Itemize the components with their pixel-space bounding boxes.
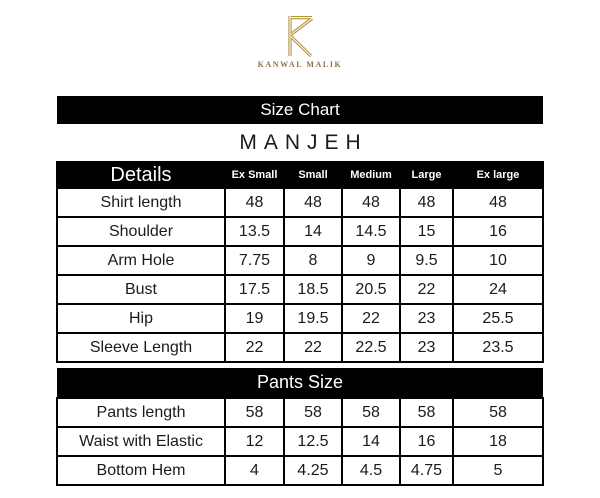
details-column-header: Details — [56, 161, 226, 189]
size-value-cell: 22 — [399, 274, 454, 305]
size-value-cell: 9.5 — [399, 245, 454, 276]
size-value-cell: 4.5 — [341, 455, 401, 486]
size-value-cell: 48 — [224, 187, 285, 218]
table-header-row: Details Ex Small Small Medium Large Ex l… — [56, 161, 544, 189]
row-label: Hip — [56, 303, 226, 334]
size-value-cell: 23 — [399, 303, 454, 334]
size-value-cell: 18 — [452, 426, 544, 457]
size-value-cell: 24 — [452, 274, 544, 305]
size-value-cell: 48 — [399, 187, 454, 218]
brand-k-monogram-icon — [288, 16, 313, 58]
table-row: Shirt length 48 48 48 48 48 — [56, 187, 544, 218]
size-value-cell: 8 — [283, 245, 343, 276]
row-label: Shoulder — [56, 216, 226, 247]
table-row: Sleeve Length 22 22 22.5 23 23.5 — [56, 332, 544, 363]
row-label: Arm Hole — [56, 245, 226, 276]
size-value-cell: 22.5 — [341, 332, 401, 363]
size-value-cell: 18.5 — [283, 274, 343, 305]
row-label: Bust — [56, 274, 226, 305]
size-value-cell: 48 — [341, 187, 401, 218]
size-value-cell: 19 — [224, 303, 285, 334]
table-row: Shoulder 13.5 14 14.5 15 16 — [56, 216, 544, 247]
size-value-cell: 7.75 — [224, 245, 285, 276]
size-value-cell: 23.5 — [452, 332, 544, 363]
table-row: Pants length 58 58 58 58 58 — [56, 397, 544, 428]
size-value-cell: 4 — [224, 455, 285, 486]
size-value-cell: 14.5 — [341, 216, 401, 247]
size-value-cell: 10 — [452, 245, 544, 276]
size-value-cell: 14 — [341, 426, 401, 457]
column-header-medium: Medium — [341, 161, 401, 189]
table-row: Waist with Elastic 12 12.5 14 16 18 — [56, 426, 544, 457]
table-row: Arm Hole 7.75 8 9 9.5 10 — [56, 245, 544, 276]
size-value-cell: 12 — [224, 426, 285, 457]
product-name: MANJEH — [239, 131, 368, 154]
size-value-cell: 22 — [341, 303, 401, 334]
size-value-cell: 48 — [452, 187, 544, 218]
size-value-cell: 48 — [283, 187, 343, 218]
size-value-cell: 58 — [224, 397, 285, 428]
size-value-cell: 20.5 — [341, 274, 401, 305]
size-value-cell: 58 — [341, 397, 401, 428]
pants-measurements-body: Pants length 58 58 58 58 58 Waist with Elastic… — [56, 397, 544, 486]
size-value-cell: 58 — [283, 397, 343, 428]
pants-size-section-bar: Pants Size — [57, 368, 543, 397]
size-value-cell: 4.25 — [283, 455, 343, 486]
size-value-cell: 22 — [224, 332, 285, 363]
pants-size-section-title: Pants Size — [256, 372, 344, 392]
size-value-cell: 16 — [452, 216, 544, 247]
size-value-cell: 14 — [283, 216, 343, 247]
size-value-cell: 19.5 — [283, 303, 343, 334]
size-value-cell: 5 — [452, 455, 544, 486]
row-label: Waist with Elastic — [56, 426, 226, 457]
size-value-cell: 25.5 — [452, 303, 544, 334]
size-value-cell: 4.75 — [399, 455, 454, 486]
column-header-ex-small: Ex Small — [224, 161, 285, 189]
column-header-small: Small — [283, 161, 343, 189]
size-value-cell: 17.5 — [224, 274, 285, 305]
size-value-cell: 16 — [399, 426, 454, 457]
size-value-cell: 15 — [399, 216, 454, 247]
shirt-size-table: Details Ex Small Small Medium Large Ex l… — [56, 161, 544, 363]
table-row: Bottom Hem 4 4.25 4.5 4.75 5 — [56, 455, 544, 486]
size-chart-title: Size Chart — [260, 100, 340, 119]
row-label: Shirt length — [56, 187, 226, 218]
table-row: Hip 19 19.5 22 23 25.5 — [56, 303, 544, 334]
column-header-ex-large: Ex large — [452, 161, 544, 189]
row-label: Pants length — [56, 397, 226, 428]
product-title: MANJEH — [0, 124, 600, 161]
shirt-measurements-body: Shirt length 48 48 48 48 48 Shoulder 13.5 14 14.5… — [56, 187, 544, 363]
size-value-cell: 12.5 — [283, 426, 343, 457]
row-label: Bottom Hem — [56, 455, 226, 486]
pants-size-table: Pants length 58 58 58 58 58 Waist with Elastic… — [56, 397, 544, 486]
table-row: Bust 17.5 18.5 20.5 22 24 — [56, 274, 544, 305]
column-header-large: Large — [399, 161, 454, 189]
size-value-cell: 13.5 — [224, 216, 285, 247]
brand-name: KANWAL MALIK — [257, 60, 343, 69]
row-label: Sleeve Length — [56, 332, 226, 363]
size-chart-header-bar: Size Chart — [57, 96, 543, 124]
size-value-cell: 58 — [399, 397, 454, 428]
size-value-cell: 23 — [399, 332, 454, 363]
size-value-cell: 58 — [452, 397, 544, 428]
size-value-cell: 9 — [341, 245, 401, 276]
size-value-cell: 22 — [283, 332, 343, 363]
brand-logo: KANWAL MALIK — [0, 0, 600, 69]
